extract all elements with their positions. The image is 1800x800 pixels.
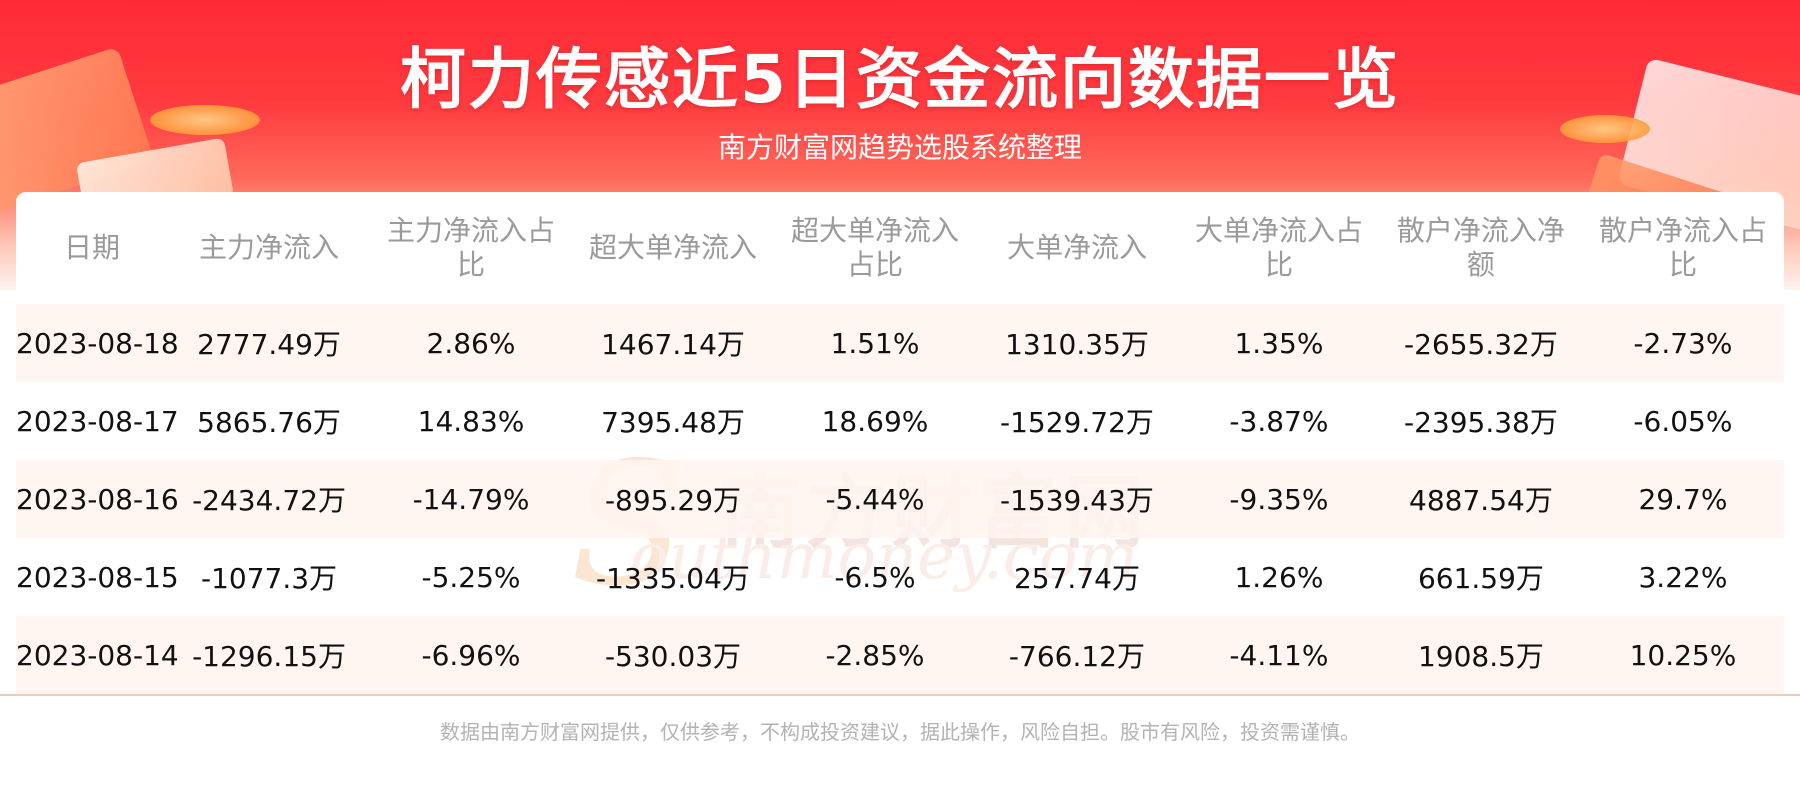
value-cell: -766.12万: [975, 616, 1178, 694]
value-cell: -1296.15万: [168, 616, 371, 694]
value-cell: -14.79%: [370, 460, 572, 538]
value-cell: 5865.76万: [197, 406, 341, 439]
value-cell: 1908.5万: [1379, 616, 1582, 694]
table-card: [16, 192, 1784, 698]
column-header: 大单净流入占比: [1194, 214, 1363, 281]
table-row: 2023-08-14 -1296.15万 -6.96% -530.03万 -2.85% -…: [16, 616, 1784, 694]
value-cell: -530.03万: [572, 616, 774, 694]
date-cell: 2023-08-15: [16, 560, 179, 594]
value-cell: -2434.72万: [168, 460, 371, 538]
column-header: 超大单净流入: [588, 231, 757, 264]
table-row: 2023-08-17 5865.76万 14.83% 7395.48万 18.69% -1…: [16, 382, 1784, 460]
value-cell: -6.5%: [834, 560, 916, 594]
value-cell: 1.35%: [1177, 304, 1380, 382]
value-cell: -5.25%: [421, 560, 521, 594]
date-cell: 2023-08-18: [16, 304, 179, 382]
page-title: 柯力传感近5日资金流向数据一览: [400, 41, 1400, 118]
value-cell: 2777.49万: [168, 304, 371, 382]
value-cell: -1529.72万: [1000, 406, 1154, 439]
decorative-shape: [1560, 115, 1650, 143]
column-header: 散户净流入净额: [1396, 214, 1565, 281]
table-header-row: 日期 主力净流入 主力净流入占比 超大单净流入 超大单净流入占比 大单净流入 大单净流入占比…: [16, 192, 1784, 304]
table-row: 2023-08-16 -2434.72万 -14.79% -895.29万 -5.44%…: [16, 460, 1784, 538]
value-cell: 2.86%: [370, 304, 572, 382]
value-cell: -2395.38万: [1403, 406, 1558, 439]
value-cell: 1.51%: [773, 304, 976, 382]
value-cell: 4887.54万: [1379, 460, 1582, 538]
date-cell: 2023-08-16: [16, 460, 179, 538]
value-cell: -6.05%: [1633, 404, 1733, 438]
column-header: 日期: [64, 231, 121, 264]
value-cell: -2.73%: [1581, 304, 1784, 382]
column-header: 主力净流入: [199, 231, 340, 264]
decorative-shape: [150, 105, 260, 135]
value-cell: -1335.04万: [596, 562, 750, 595]
value-cell: -1077.3万: [200, 562, 338, 595]
value-cell: -4.11%: [1177, 616, 1380, 694]
value-cell: -2655.32万: [1379, 304, 1582, 382]
value-cell: -1539.43万: [975, 460, 1178, 538]
table-row: 2023-08-18 2777.49万 2.86% 1467.14万 1.51% 1310…: [16, 304, 1784, 382]
disclaimer-text: 数据由南方财富网提供，仅供参考，不构成投资建议，据此操作，风险自担。股市有风险，…: [440, 720, 1360, 744]
value-cell: -9.35%: [1177, 460, 1380, 538]
value-cell: -6.96%: [370, 616, 572, 694]
column-header: 主力净流入占比: [387, 214, 556, 281]
value-cell: 661.59万: [1417, 562, 1544, 595]
page-subtitle: 南方财富网趋势选股系统整理: [717, 131, 1082, 164]
value-cell: -2.85%: [773, 616, 976, 694]
value-cell: 257.74万: [1013, 562, 1140, 595]
footer-divider: [0, 694, 1800, 696]
value-cell: 1.26%: [1234, 560, 1324, 594]
value-cell: -3.87%: [1229, 404, 1329, 438]
table-body: 2023-08-18 2777.49万 2.86% 1467.14万 1.51% 1310…: [16, 304, 1784, 694]
value-cell: 3.22%: [1638, 560, 1728, 594]
table-row: 2023-08-15 -1077.3万 -5.25% -1335.04万 -6.5% 25…: [16, 538, 1784, 616]
date-cell: 2023-08-17: [16, 404, 179, 438]
date-cell: 2023-08-14: [16, 616, 179, 694]
column-header: 散户净流入占比: [1598, 214, 1767, 281]
value-cell: -5.44%: [773, 460, 976, 538]
value-cell: 29.7%: [1581, 460, 1784, 538]
value-cell: -895.29万: [572, 460, 774, 538]
value-cell: 1310.35万: [975, 304, 1178, 382]
column-header: 大单净流入: [1006, 231, 1147, 264]
value-cell: 7395.48万: [601, 406, 745, 439]
column-header: 超大单净流入占比: [790, 214, 959, 281]
value-cell: 10.25%: [1581, 616, 1784, 694]
value-cell: 18.69%: [821, 404, 929, 438]
value-cell: 14.83%: [417, 404, 525, 438]
fund-flow-table: 日期 主力净流入 主力净流入占比 超大单净流入 超大单净流入占比 大单净流入 大单净流入占比…: [16, 192, 1784, 694]
value-cell: 1467.14万: [572, 304, 774, 382]
